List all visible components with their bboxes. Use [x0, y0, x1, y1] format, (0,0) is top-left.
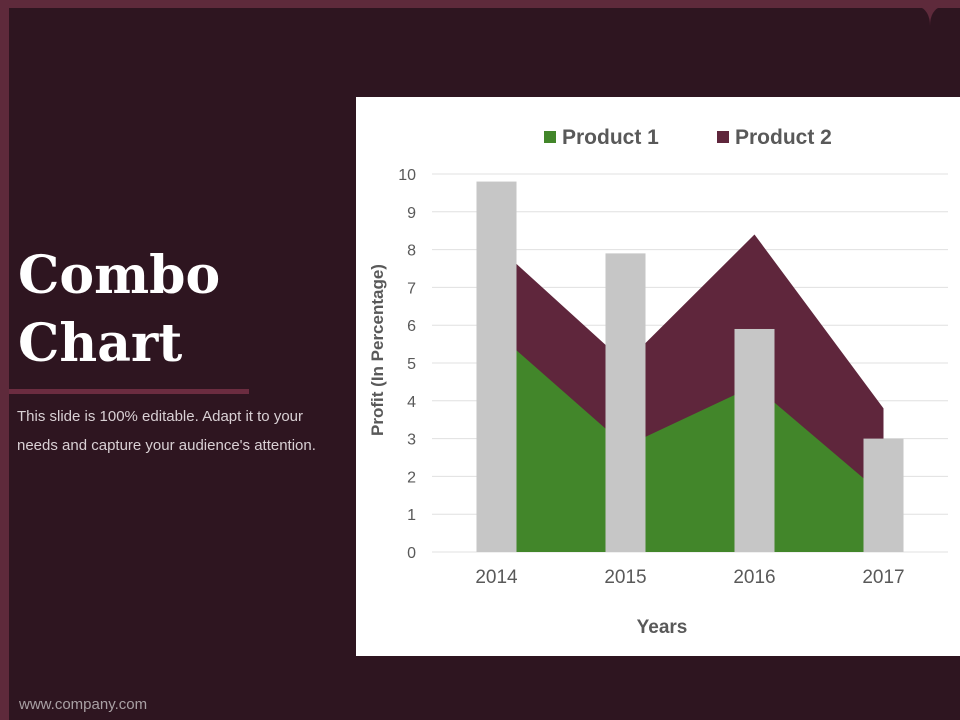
bar: [476, 181, 517, 552]
left-accent-bar: [0, 0, 9, 720]
footer-url: www.company.com: [19, 696, 148, 713]
y-tick-label: 3: [407, 432, 416, 449]
y-tick-label: 8: [407, 243, 416, 260]
y-tick-label: 10: [398, 167, 416, 184]
y-tick-label: 9: [407, 205, 416, 222]
top-notch-decoration: [918, 6, 942, 26]
x-tick-label: 2016: [733, 567, 775, 588]
slide-description: This slide is 100% editable. Adapt it to…: [17, 408, 316, 454]
x-tick-label: 2015: [604, 567, 646, 588]
y-axis-title: Profit (In Percentage): [368, 264, 387, 436]
combo-chart: 0 1 2 3 4 5 6 7 8 9 10 2014 2015 2016 2017 Years Profit …: [368, 126, 948, 638]
top-accent-bar: [0, 0, 960, 8]
area-product-1: [496, 332, 884, 552]
y-tick-label: 0: [407, 545, 416, 562]
y-tick-label: 5: [407, 356, 416, 373]
bar: [863, 438, 904, 552]
legend-label: Product 2: [735, 126, 832, 149]
legend-label: Product 1: [562, 126, 659, 149]
y-tick-label: 7: [407, 280, 416, 297]
slide-title-line2: Chart: [18, 313, 183, 374]
legend-swatch: [544, 131, 556, 143]
slide-title: Combo Chart: [18, 242, 348, 378]
x-tick-label: 2014: [475, 567, 518, 588]
y-tick-label: 1: [407, 507, 416, 524]
bar: [734, 328, 775, 552]
x-tick-label: 2017: [862, 567, 904, 588]
y-tick-label: 6: [407, 318, 416, 335]
legend-swatch: [717, 131, 729, 143]
y-tick-label: 4: [407, 394, 416, 411]
title-divider: [9, 389, 249, 394]
bar: [605, 253, 646, 552]
slide-title-line1: Combo: [18, 245, 221, 306]
x-axis-title: Years: [637, 617, 688, 638]
chart-panel: 0 1 2 3 4 5 6 7 8 9 10 2014 2015 2016 2017 Years Profit …: [356, 97, 960, 656]
y-tick-label: 2: [407, 469, 416, 486]
